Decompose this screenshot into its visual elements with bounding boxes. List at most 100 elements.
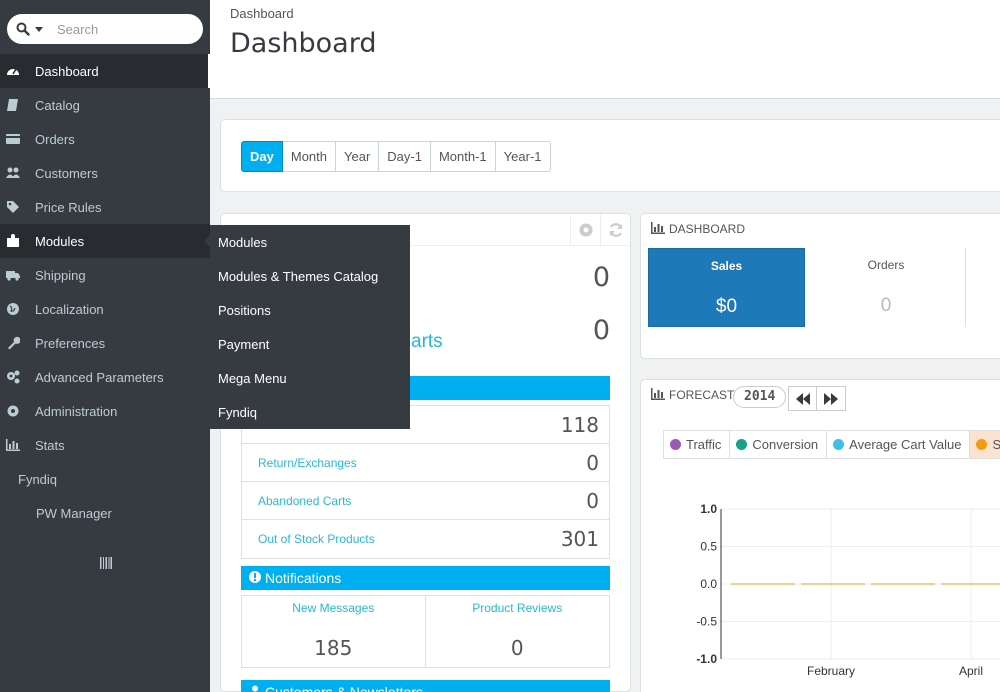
- refresh-button[interactable]: [600, 214, 630, 245]
- page-header: Dashboard Dashboard: [210, 0, 1000, 99]
- legend-label: Average Cart Value: [849, 437, 962, 452]
- page-title: Dashboard: [230, 28, 377, 59]
- sidebar-item-stats[interactable]: Stats: [0, 428, 210, 462]
- gear-icon: [579, 223, 593, 237]
- flyout-item-label: Mega Menu: [218, 371, 287, 386]
- new-messages-cell[interactable]: New Messages 185: [242, 596, 426, 667]
- sidebar-item-label: Customers: [35, 166, 98, 181]
- legend-item-sales[interactable]: Sa: [970, 430, 1000, 459]
- year-nav: [788, 386, 846, 411]
- list-item[interactable]: Out of Stock Products 301: [242, 520, 609, 558]
- notifications-bar: Notifications: [241, 566, 610, 590]
- dashboard-panel: DASHBOARD Sales $0 Orders 0: [640, 213, 1000, 359]
- notifications-title: Notifications: [265, 570, 342, 586]
- sidebar-item-label: Price Rules: [35, 200, 102, 215]
- sidebar-nav: Dashboard Catalog Orders Customers Price…: [0, 54, 216, 530]
- period-month-button[interactable]: Month: [282, 141, 336, 172]
- breadcrumb[interactable]: Dashboard: [230, 6, 294, 21]
- previous-year-button[interactable]: [788, 386, 817, 411]
- sidebar-item-modules[interactable]: Modules: [0, 224, 210, 258]
- flyout-item-positions[interactable]: Positions: [210, 293, 410, 327]
- next-year-button[interactable]: [817, 386, 846, 411]
- period-day-1-button[interactable]: Day-1: [379, 141, 431, 172]
- sidebar-item-label: Orders: [35, 132, 75, 147]
- sidebar-item-advanced-parameters[interactable]: Advanced Parameters: [0, 360, 210, 394]
- activity-value-2: 0: [592, 315, 610, 346]
- period-year-button[interactable]: Year: [336, 141, 380, 172]
- flyout-item-mega-menu[interactable]: Mega Menu: [210, 361, 410, 395]
- flyout-item-label: Modules & Themes Catalog: [218, 269, 379, 284]
- sidebar-item-fyndiq[interactable]: Fyndiq: [0, 462, 210, 496]
- kpi-value: 0: [880, 295, 892, 316]
- forecast-panel-title: FORECAST: [651, 388, 734, 402]
- search-icon[interactable]: [16, 22, 30, 36]
- sidebar-item-localization[interactable]: Localization: [0, 292, 210, 326]
- chevron-down-icon[interactable]: [35, 27, 43, 32]
- kpi-orders[interactable]: Orders 0: [807, 248, 966, 327]
- dashboard-title-text: DASHBOARD: [669, 222, 746, 236]
- list-item-value: 118: [560, 413, 599, 437]
- dashboard-panel-title: DASHBOARD: [651, 222, 745, 236]
- flyout-item-label: Modules: [218, 235, 268, 250]
- sidebar-item-label: Administration: [35, 404, 118, 419]
- flyout-item-fyndiq[interactable]: Fyndiq: [210, 395, 410, 429]
- sidebar-item-label: Dashboard: [35, 64, 99, 79]
- legend-item-conversion[interactable]: Conversion: [730, 430, 828, 459]
- list-item[interactable]: Return/Exchanges 0: [242, 444, 609, 482]
- period-year-1-button[interactable]: Year-1: [495, 141, 551, 172]
- collapse-menu-icon[interactable]: [100, 557, 112, 569]
- search-box[interactable]: [7, 14, 203, 44]
- puzzle-icon: [7, 234, 19, 247]
- forecast-title-text: FORECAST: [669, 388, 735, 402]
- list-item-label: Return/Exchanges: [258, 456, 357, 470]
- sidebar-item-administration[interactable]: Administration: [0, 394, 210, 428]
- sidebar-item-label: Advanced Parameters: [35, 370, 164, 385]
- period-month-1-button[interactable]: Month-1: [430, 141, 496, 172]
- legend-dot: [833, 439, 845, 450]
- x-tick-label: April: [959, 664, 983, 678]
- period-day-button[interactable]: Day: [241, 141, 283, 172]
- sidebar-item-orders[interactable]: Orders: [0, 122, 210, 156]
- cogs-icon: [7, 370, 20, 384]
- sidebar-item-label: PW Manager: [36, 506, 112, 521]
- product-reviews-value: 0: [510, 636, 524, 660]
- sidebar-item-preferences[interactable]: Preferences: [0, 326, 210, 360]
- sidebar-item-label: Localization: [35, 302, 104, 317]
- exclamation-icon: [249, 571, 261, 583]
- y-tick-label: 0.5: [700, 540, 717, 554]
- abandoned-carts-link[interactable]: arts: [411, 331, 443, 352]
- legend-item-average-cart-value[interactable]: Average Cart Value: [827, 430, 971, 459]
- sidebar-item-price-rules[interactable]: Price Rules: [0, 190, 210, 224]
- configure-button[interactable]: [570, 214, 600, 245]
- kpi-label: Orders: [867, 258, 905, 272]
- period-panel: Day Month Year Day-1 Month-1 Year-1: [220, 119, 1000, 192]
- sidebar-item-label: Preferences: [35, 336, 106, 351]
- backward-icon: [796, 393, 810, 405]
- list-item[interactable]: Abandoned Carts 0: [242, 482, 609, 520]
- search-input[interactable]: [57, 19, 197, 39]
- list-item-label: Abandoned Carts: [258, 494, 352, 508]
- forecast-chart: 1.0 0.5 0.0 -0.5 -1.0 February April: [696, 502, 1000, 678]
- legend-item-traffic[interactable]: Traffic: [663, 430, 731, 459]
- legend-dot: [670, 439, 681, 450]
- flyout-item-modules-themes-catalog[interactable]: Modules & Themes Catalog: [210, 259, 410, 293]
- sidebar-item-pw-manager[interactable]: PW Manager: [0, 496, 210, 530]
- customers-title: Customers & Newsletters: [265, 684, 423, 692]
- product-reviews-cell[interactable]: Product Reviews 0: [426, 596, 610, 667]
- flyout-item-label: Payment: [218, 337, 270, 352]
- period-button-group: Day Month Year Day-1 Month-1 Year-1: [241, 141, 551, 172]
- kpi-sales[interactable]: Sales $0: [648, 248, 805, 327]
- flyout-item-payment[interactable]: Payment: [210, 327, 410, 361]
- sidebar-item-dashboard[interactable]: Dashboard: [0, 54, 216, 88]
- sidebar-item-shipping[interactable]: Shipping: [0, 258, 210, 292]
- flyout-item-modules[interactable]: Modules: [210, 225, 410, 259]
- new-messages-label: New Messages: [292, 601, 375, 615]
- sidebar-item-customers[interactable]: Customers: [0, 156, 210, 190]
- legend-label: Conversion: [752, 437, 819, 452]
- credit-card-icon: [6, 134, 20, 144]
- list-item[interactable]: 118: [242, 406, 609, 444]
- sidebar-item-catalog[interactable]: Catalog: [0, 88, 210, 122]
- gear-icon: [7, 405, 19, 417]
- y-tick-label: 1.0: [700, 502, 717, 516]
- y-tick-label: -1.0: [696, 652, 717, 666]
